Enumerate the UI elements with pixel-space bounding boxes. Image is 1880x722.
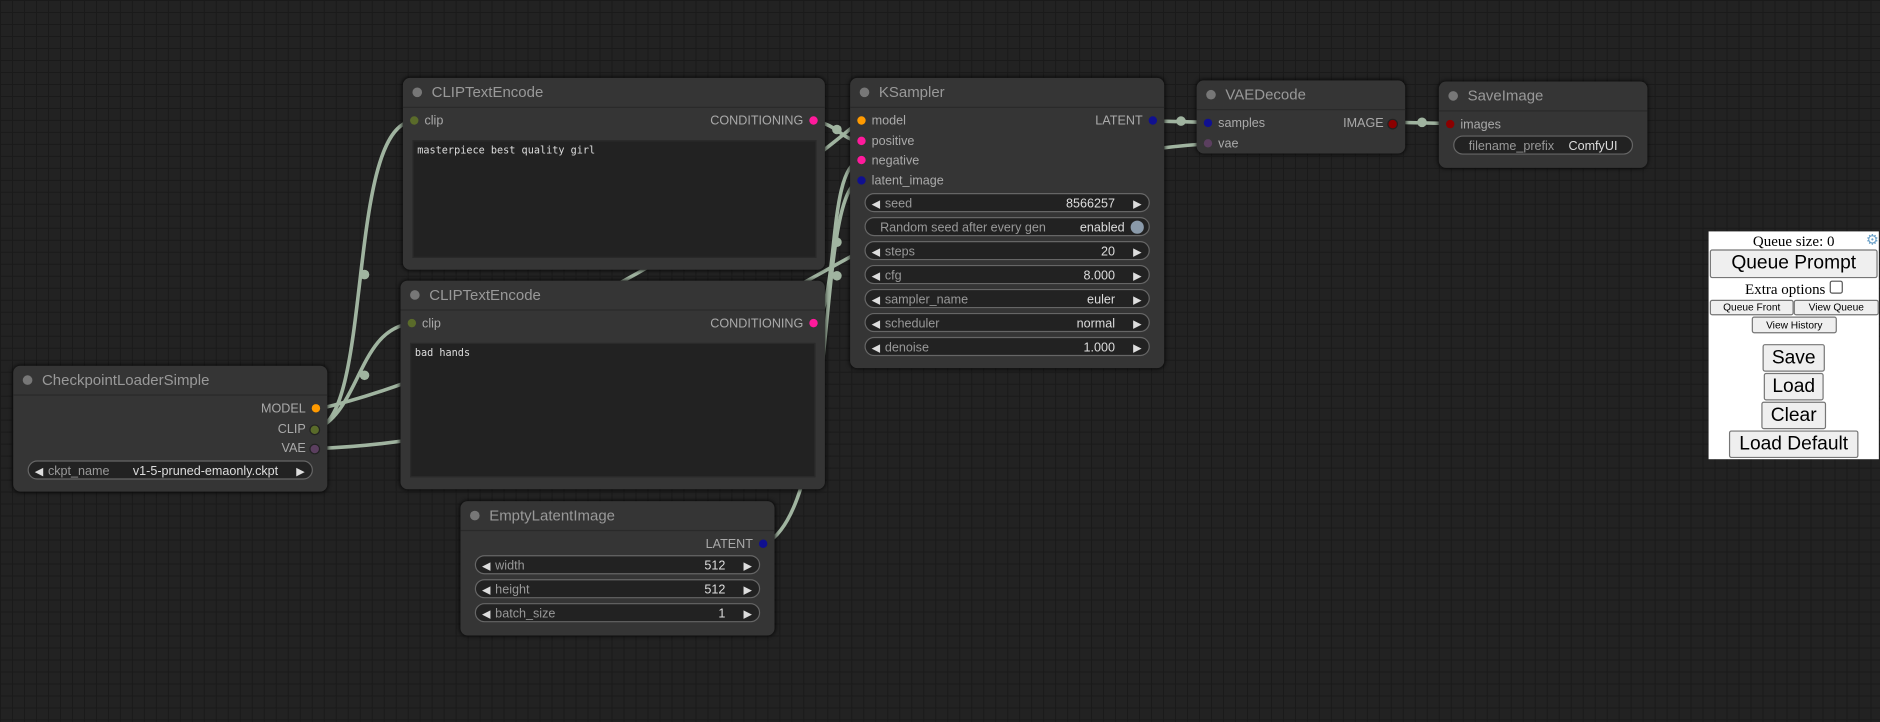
output-vae[interactable]: VAE [281, 440, 322, 457]
save-image-node[interactable]: SaveImage images filename_prefix ComfyUI [1438, 81, 1648, 168]
collapse-dot-icon[interactable] [1206, 89, 1216, 100]
collapse-dot-icon[interactable] [22, 375, 33, 385]
settings-gear-icon[interactable]: ⚙ [1865, 231, 1879, 249]
input-clip[interactable]: clip [405, 315, 441, 332]
node-title: KSampler [850, 78, 1165, 108]
node-title: SaveImage [1438, 82, 1648, 112]
node-title: CLIPTextEncode [400, 281, 825, 311]
clip-text-encode-negative-node[interactable]: CLIPTextEncode clip CONDITIONING bad han… [400, 280, 825, 490]
view-queue-button[interactable]: View Queue [1793, 299, 1879, 316]
queue-size: Queue size: 0 [1752, 232, 1835, 250]
empty-latent-image-node[interactable]: EmptyLatentImage LATENT ◀ width 512 ▶ ◀ heig… [460, 501, 775, 636]
node-title: CLIPTextEncode [402, 78, 825, 108]
node-title: CheckpointLoaderSimple [13, 366, 328, 396]
collapse-dot-icon[interactable] [410, 290, 420, 300]
input-latent-image[interactable]: latent_image [855, 173, 944, 190]
output-image[interactable]: IMAGE [1343, 115, 1400, 132]
input-samples[interactable]: samples [1201, 115, 1265, 132]
extra-options-checkbox[interactable] [1829, 280, 1843, 294]
collapse-dot-icon[interactable] [412, 87, 423, 98]
queue-front-button[interactable]: Queue Front [1709, 299, 1794, 316]
input-images[interactable]: images [1444, 116, 1501, 133]
prompt-textarea[interactable]: bad hands [410, 342, 816, 478]
checkpoint-loader-node[interactable]: CheckpointLoaderSimple MODEL CLIP VAE ◀ c… [13, 365, 328, 492]
output-model[interactable]: MODEL [261, 400, 323, 417]
cfg-widget[interactable]: ◀ cfg 8.000 ▶ [864, 264, 1150, 285]
seed-widget[interactable]: ◀ seed 8566257 ▶ [864, 193, 1150, 213]
save-button[interactable]: Save [1762, 344, 1825, 372]
arrow-left-icon: ◀ [34, 465, 44, 478]
output-conditioning[interactable]: CONDITIONING [710, 113, 820, 130]
random-seed-toggle[interactable]: Random seed after every gen enabled [864, 217, 1150, 237]
output-latent[interactable]: LATENT [706, 536, 770, 553]
collapse-dot-icon[interactable] [1448, 91, 1458, 101]
ckpt-name-combo[interactable]: ◀ ckpt_name v1-5-pruned-emaonly.ckpt ▶ [27, 460, 313, 480]
scheduler-widget[interactable]: ◀ scheduler normal ▶ [864, 312, 1150, 333]
input-model[interactable]: model [855, 113, 906, 130]
sampler-name-widget[interactable]: ◀ sampler_name euler ▶ [864, 288, 1150, 309]
collapse-dot-icon[interactable] [859, 87, 870, 98]
collapse-dot-icon[interactable] [470, 510, 480, 521]
clip-text-encode-positive-node[interactable]: CLIPTextEncode clip CONDITIONING masterp… [402, 77, 825, 270]
height-widget[interactable]: ◀ height 512 ▶ [474, 579, 761, 599]
extra-options-row: Extra options [1709, 280, 1879, 299]
view-history-button[interactable]: View History [1751, 316, 1837, 334]
output-conditioning[interactable]: CONDITIONING [710, 315, 820, 332]
wire-clip-2 [318, 321, 411, 430]
input-vae[interactable]: vae [1201, 135, 1238, 152]
node-title: VAEDecode [1196, 80, 1406, 111]
output-clip[interactable]: CLIP [278, 421, 323, 438]
input-positive[interactable]: positive [855, 133, 914, 150]
input-clip[interactable]: clip [408, 113, 443, 130]
node-title: EmptyLatentImage [460, 501, 775, 532]
clear-button[interactable]: Clear [1761, 401, 1827, 430]
prompt-textarea[interactable]: masterpiece best quality girl [412, 140, 817, 258]
load-default-button[interactable]: Load Default [1728, 430, 1859, 459]
ksampler-node[interactable]: KSampler model positive negative latent_… [850, 77, 1165, 369]
arrow-right-icon: ▶ [296, 465, 305, 478]
denoise-widget[interactable]: ◀ denoise 1.000 ▶ [864, 336, 1150, 357]
load-button[interactable]: Load [1763, 372, 1824, 401]
filename-prefix-input[interactable]: filename_prefix ComfyUI [1453, 135, 1634, 155]
width-widget[interactable]: ◀ width 512 ▶ [474, 555, 761, 575]
batch-size-widget[interactable]: ◀ batch_size 1 ▶ [474, 603, 761, 623]
queue-panel: Queue size: 0 ⚙ Queue Prompt Extra optio… [1708, 231, 1879, 460]
toggle-knob-icon [1130, 220, 1144, 234]
queue-prompt-button[interactable]: Queue Prompt [1709, 249, 1878, 279]
vae-decode-node[interactable]: VAEDecode samples vae IMAGE [1196, 80, 1406, 154]
output-latent[interactable]: LATENT [1095, 113, 1159, 130]
wire-clip-1 [318, 119, 412, 430]
steps-widget[interactable]: ◀ steps 20 ▶ [864, 240, 1150, 261]
input-negative[interactable]: negative [855, 152, 919, 169]
